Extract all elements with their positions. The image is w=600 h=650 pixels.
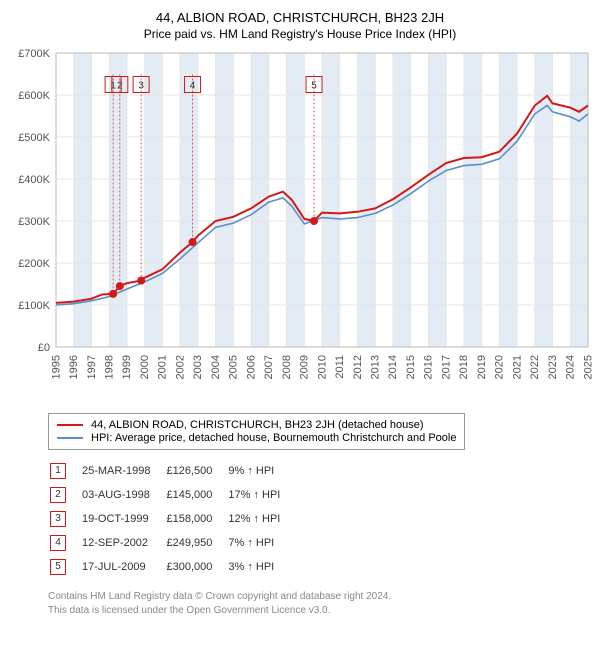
svg-text:2025: 2025 <box>582 355 592 379</box>
svg-text:1998: 1998 <box>103 355 115 379</box>
legend-item: HPI: Average price, detached house, Bour… <box>57 432 456 444</box>
svg-text:2024: 2024 <box>565 355 577 379</box>
svg-text:2006: 2006 <box>245 355 257 379</box>
svg-text:2017: 2017 <box>440 355 452 379</box>
svg-text:2018: 2018 <box>458 355 470 379</box>
event-delta: 7% ↑ HPI <box>228 532 294 554</box>
svg-text:4: 4 <box>190 81 196 92</box>
svg-text:2007: 2007 <box>263 355 275 379</box>
svg-text:2012: 2012 <box>352 355 364 379</box>
legend-item: 44, ALBION ROAD, CHRISTCHURCH, BH23 2JH … <box>57 419 456 431</box>
event-delta: 3% ↑ HPI <box>228 556 294 578</box>
svg-text:1995: 1995 <box>50 355 62 379</box>
footer-attribution: Contains HM Land Registry data © Crown c… <box>48 590 588 618</box>
svg-text:2011: 2011 <box>334 355 346 379</box>
legend-swatch <box>57 437 83 439</box>
event-delta: 12% ↑ HPI <box>228 508 294 530</box>
event-delta: 9% ↑ HPI <box>228 460 294 482</box>
table-row: 125-MAR-1998£126,5009% ↑ HPI <box>50 460 294 482</box>
svg-text:2000: 2000 <box>139 355 151 379</box>
event-date: 03-AUG-1998 <box>82 484 164 506</box>
legend-swatch <box>57 424 83 426</box>
svg-text:2001: 2001 <box>157 355 169 379</box>
svg-text:2016: 2016 <box>423 355 435 379</box>
events-table: 125-MAR-1998£126,5009% ↑ HPI203-AUG-1998… <box>48 458 296 580</box>
svg-text:2010: 2010 <box>316 355 328 379</box>
footer-line: Contains HM Land Registry data © Crown c… <box>48 590 588 604</box>
svg-text:2004: 2004 <box>210 355 222 379</box>
table-row: 517-JUL-2009£300,0003% ↑ HPI <box>50 556 294 578</box>
footer-line: This data is licensed under the Open Gov… <box>48 604 588 618</box>
svg-text:1999: 1999 <box>121 355 133 379</box>
event-date: 12-SEP-2002 <box>82 532 164 554</box>
event-number: 2 <box>50 484 80 506</box>
svg-text:2002: 2002 <box>174 355 186 379</box>
svg-text:1997: 1997 <box>86 355 98 379</box>
page-subtitle: Price paid vs. HM Land Registry's House … <box>8 27 592 41</box>
svg-text:2023: 2023 <box>547 355 559 379</box>
svg-text:£300K: £300K <box>18 216 50 228</box>
svg-text:£500K: £500K <box>18 132 50 144</box>
table-row: 412-SEP-2002£249,9507% ↑ HPI <box>50 532 294 554</box>
event-date: 25-MAR-1998 <box>82 460 164 482</box>
svg-text:2019: 2019 <box>476 355 488 379</box>
svg-text:2020: 2020 <box>494 355 506 379</box>
table-row: 319-OCT-1999£158,00012% ↑ HPI <box>50 508 294 530</box>
legend-label: 44, ALBION ROAD, CHRISTCHURCH, BH23 2JH … <box>91 419 424 431</box>
svg-text:£200K: £200K <box>18 258 50 270</box>
svg-text:2009: 2009 <box>299 355 311 379</box>
svg-text:2013: 2013 <box>370 355 382 379</box>
event-price: £126,500 <box>166 460 226 482</box>
svg-text:2005: 2005 <box>228 355 240 379</box>
event-price: £249,950 <box>166 532 226 554</box>
svg-text:2021: 2021 <box>511 355 523 379</box>
svg-text:2008: 2008 <box>281 355 293 379</box>
table-row: 203-AUG-1998£145,00017% ↑ HPI <box>50 484 294 506</box>
chart-legend: 44, ALBION ROAD, CHRISTCHURCH, BH23 2JH … <box>48 413 465 450</box>
event-price: £145,000 <box>166 484 226 506</box>
svg-text:£0: £0 <box>38 342 50 354</box>
event-number: 5 <box>50 556 80 578</box>
event-number: 3 <box>50 508 80 530</box>
svg-text:£600K: £600K <box>18 90 50 102</box>
event-number: 4 <box>50 532 80 554</box>
svg-text:2014: 2014 <box>387 355 399 379</box>
event-date: 17-JUL-2009 <box>82 556 164 578</box>
svg-text:2022: 2022 <box>529 355 541 379</box>
svg-text:£700K: £700K <box>18 48 50 60</box>
svg-text:5: 5 <box>311 81 317 92</box>
svg-text:1996: 1996 <box>68 355 80 379</box>
event-date: 19-OCT-1999 <box>82 508 164 530</box>
svg-text:3: 3 <box>138 81 144 92</box>
svg-text:2003: 2003 <box>192 355 204 379</box>
page-title: 44, ALBION ROAD, CHRISTCHURCH, BH23 2JH <box>8 10 592 25</box>
event-price: £300,000 <box>166 556 226 578</box>
legend-label: HPI: Average price, detached house, Bour… <box>91 432 456 444</box>
event-delta: 17% ↑ HPI <box>228 484 294 506</box>
price-chart: £0 £100K £200K £300K £400K £500K £600K £700K 199… <box>8 47 592 407</box>
svg-text:2: 2 <box>117 81 123 92</box>
event-number: 1 <box>50 460 80 482</box>
event-price: £158,000 <box>166 508 226 530</box>
svg-text:2015: 2015 <box>405 355 417 379</box>
svg-text:£100K: £100K <box>18 300 50 312</box>
svg-text:£400K: £400K <box>18 174 50 186</box>
svg-text:1: 1 <box>110 81 116 92</box>
